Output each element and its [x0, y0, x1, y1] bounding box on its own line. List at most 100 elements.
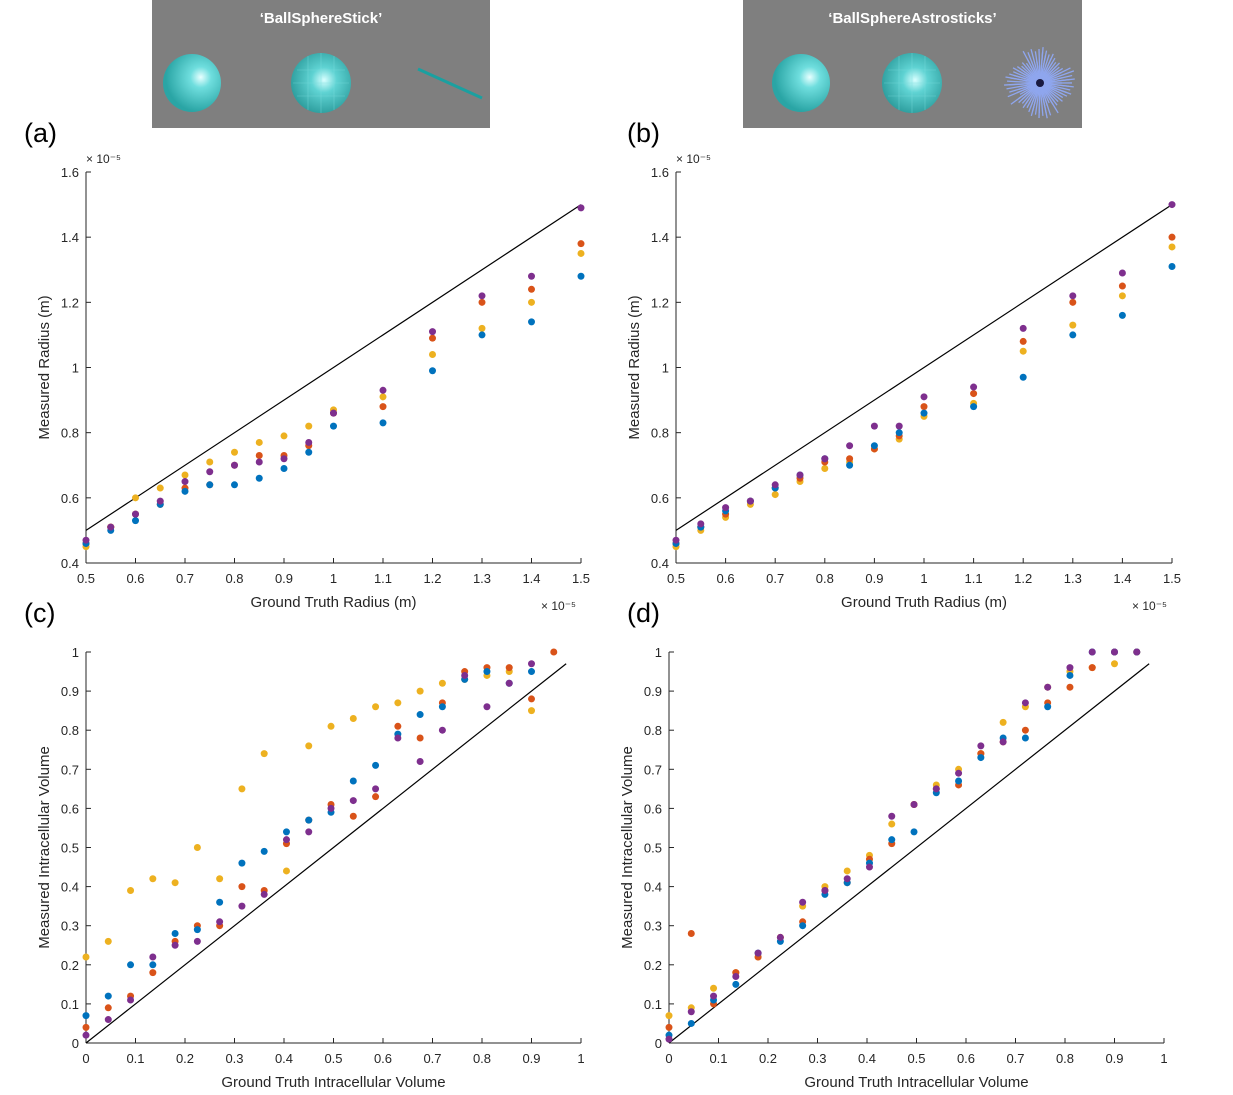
banner-shapes: [163, 53, 483, 113]
data-point: [1168, 262, 1176, 270]
data-point: [438, 726, 446, 734]
data-point: [1069, 321, 1077, 329]
x-tick-label: 0.4: [275, 1051, 293, 1066]
data-point: [505, 679, 513, 687]
data-point: [1111, 648, 1118, 656]
y-tick-label: 0.7: [644, 762, 662, 777]
data-point: [1019, 337, 1027, 345]
data-point: [846, 442, 854, 450]
y-exponent-label: × 10⁻⁵: [676, 152, 711, 166]
data-point: [1118, 269, 1126, 277]
data-point: [104, 1016, 112, 1024]
x-tick-label: 1: [1160, 1051, 1167, 1066]
data-point: [528, 695, 535, 703]
data-point: [478, 292, 486, 300]
data-point: [349, 812, 357, 820]
y-tick-label: 0.5: [644, 841, 662, 856]
y-tick-label: 0.4: [61, 556, 79, 571]
data-point: [216, 875, 224, 883]
data-point: [665, 1023, 673, 1031]
data-point: [895, 429, 903, 437]
y-tick-label: 0.4: [61, 880, 79, 895]
sphere-icon: [882, 53, 942, 113]
data-point: [1066, 683, 1074, 691]
data-point: [710, 992, 718, 1000]
astrostick: [1039, 70, 1075, 84]
x-axis-label: Ground Truth Radius (m): [251, 594, 417, 611]
y-axis-label: Measured Intracellular Volume: [36, 746, 53, 949]
data-point: [282, 836, 290, 844]
data-point: [895, 422, 903, 430]
series-blue: [82, 272, 585, 547]
data-point: [305, 742, 313, 750]
x-tick-label: 1.1: [374, 571, 392, 586]
x-tick-label: 0.7: [1006, 1051, 1024, 1066]
data-point: [846, 461, 854, 469]
data-point: [429, 350, 436, 358]
data-point: [82, 1031, 90, 1039]
data-point: [149, 961, 157, 969]
data-point: [846, 455, 854, 463]
y-tick-label: 1.2: [61, 295, 79, 310]
data-point: [821, 455, 829, 463]
data-point: [722, 504, 730, 512]
data-point: [82, 953, 90, 961]
data-point: [132, 510, 139, 518]
y-tick-label: 0: [655, 1036, 662, 1051]
data-point: [394, 722, 402, 730]
data-point: [1168, 243, 1176, 251]
data-point: [330, 409, 337, 417]
data-point: [478, 331, 486, 339]
data-point: [349, 714, 357, 722]
y-tick-label: 0.6: [644, 801, 662, 816]
identity-line: [675, 204, 1173, 531]
data-point: [1118, 282, 1126, 290]
y-tick-label: 0.8: [644, 723, 662, 738]
data-point: [1019, 347, 1027, 355]
x-tick-label: 0.9: [865, 571, 883, 586]
data-point: [550, 648, 558, 656]
y-tick-label: 1: [662, 361, 669, 376]
x-tick-label: 0.1: [709, 1051, 727, 1066]
data-point: [1019, 324, 1027, 332]
data-point: [478, 298, 486, 306]
data-point: [394, 699, 402, 707]
y-tick-label: 0.6: [61, 491, 79, 506]
data-point: [280, 432, 288, 440]
data-point: [327, 804, 335, 812]
data-point: [330, 422, 337, 430]
data-point: [955, 777, 963, 785]
data-point: [372, 761, 380, 769]
data-point: [732, 980, 740, 988]
chart-d: 0 0.1 0.2 0.3 0.4 0.5 0.6 0.7 0.8 0.9 1 0 0.1 0.2 0.3 0…: [619, 645, 1168, 1091]
data-point: [193, 844, 201, 851]
data-point: [528, 707, 535, 715]
data-point: [193, 926, 201, 934]
y-tick-label: 1.4: [651, 230, 669, 245]
data-point: [577, 204, 585, 212]
data-point: [429, 334, 436, 342]
data-point: [379, 419, 387, 427]
data-point: [206, 468, 214, 476]
x-tick-label: 0.9: [522, 1051, 540, 1066]
x-tick-label: 0.2: [176, 1051, 194, 1066]
x-tick-label: 0.7: [423, 1051, 441, 1066]
data-point: [771, 491, 779, 499]
data-point: [1069, 298, 1077, 306]
data-point: [104, 992, 112, 1000]
series-purple: [82, 204, 585, 544]
x-tick-label: 1.3: [473, 571, 491, 586]
x-tick-label: 0.6: [126, 571, 144, 586]
y-tick-label: 0.3: [644, 919, 662, 934]
data-point: [865, 863, 873, 871]
y-axis-label: Measured Radius (m): [626, 295, 643, 439]
banner-ballsphereastrosticks: ‘BallSphereAstrosticks’: [743, 0, 1082, 128]
astrosticks-icon: [1004, 47, 1075, 119]
y-tick-label: 0.3: [61, 919, 79, 934]
data-point: [977, 754, 985, 762]
x-tick-label: 0.7: [766, 571, 784, 586]
data-point: [1168, 233, 1176, 241]
chart-a: 0.5 0.6 0.7 0.8 0.9 1 1.1 1.2 1.3 1.4 1.5 0.4 0.6 0.8…: [36, 152, 590, 613]
data-point: [231, 461, 238, 469]
astrostick: [1022, 50, 1041, 84]
